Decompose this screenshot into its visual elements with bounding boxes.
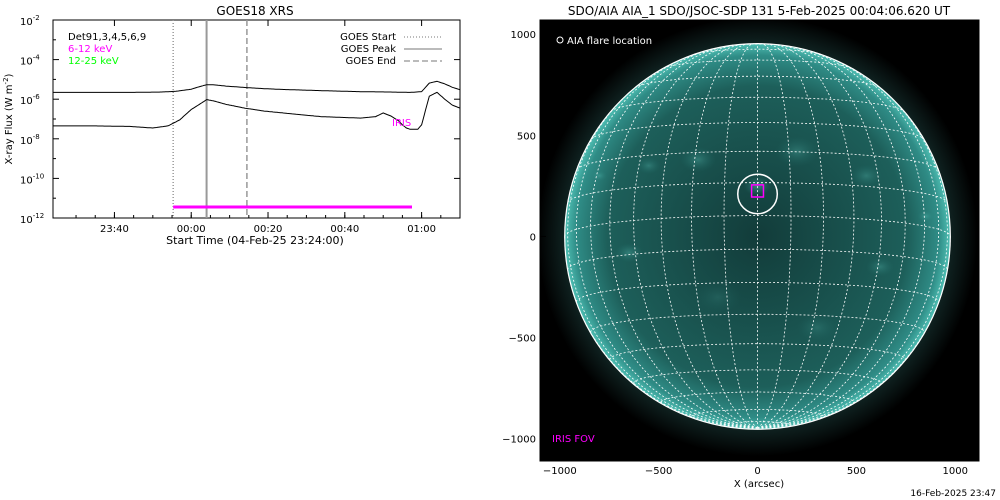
grid-line (757, 47, 925, 429)
disk-brightening (591, 170, 608, 182)
iris-fov-box (750, 184, 765, 198)
goes-y-axis: 10-2 10-4 10-6 10-8 10-10 10-12 (20, 14, 460, 226)
goes-y-label-main: X-ray Flux (W m (4, 84, 15, 164)
grid-line (660, 391, 855, 403)
goes-event-lines (172, 20, 248, 218)
aia-image (540, 20, 979, 461)
goes-y-tick-label: 10-4 (20, 54, 40, 68)
disk-brightening (636, 157, 661, 174)
aia-legend: AIA flare location IRIS FOV (552, 36, 652, 445)
goes-x-tick-label: 00:20 (254, 224, 283, 235)
flare-location-circle (736, 173, 779, 215)
grid-line (723, 43, 758, 429)
grid-line (590, 47, 758, 429)
generation-timestamp: 16-Feb-2025 23:47 (910, 489, 996, 499)
goes-legend-right-entry: GOES Start (340, 32, 396, 43)
goes-legend-right-entry: GOES End (346, 56, 396, 67)
goes-y-label-exp: -2 (2, 77, 10, 84)
grid-line (757, 45, 906, 429)
grid-line (757, 74, 948, 429)
grid-line (691, 408, 824, 417)
aia-x-tick-label: −1000 (543, 466, 577, 477)
goes-xrs-chart: GOES18 XRS IRIS 10-210-410-610-810-1010-… (2, 4, 461, 247)
goes-y-tick-label: 10-2 (20, 14, 40, 28)
aia-y-tick-label: 1000 (511, 30, 536, 41)
goes-flux-series (53, 80, 461, 130)
grid-line (609, 45, 758, 429)
aia-x-tick-label: 500 (847, 466, 866, 477)
goes-series-short (53, 91, 461, 130)
disk-brightening (743, 176, 772, 196)
grid-line (633, 44, 758, 429)
disk-brightening (797, 313, 837, 342)
aia-x-tick-label: 1000 (943, 466, 968, 477)
goes-x-tick-label: 00:40 (330, 224, 359, 235)
grid-line (567, 248, 948, 270)
flare-legend-label: AIA flare location (567, 36, 652, 47)
goes-x-tick-label: 23:40 (100, 224, 129, 235)
goes-series-long (53, 80, 461, 93)
disk-brightening (866, 257, 894, 277)
goes-x-tick-label: 01:00 (407, 224, 436, 235)
disk-brightening (680, 147, 716, 173)
disk-brightening (917, 210, 934, 222)
grid-line (634, 75, 881, 88)
aia-plot-frame (539, 19, 980, 462)
grid-line (757, 44, 882, 429)
disk-brightening (775, 136, 819, 167)
grid-line (691, 43, 758, 429)
goes-y-axis-label: X-ray Flux (W m-2) (2, 73, 15, 164)
goes-y-tick-label: 10-10 (20, 172, 44, 186)
grid-line (757, 43, 824, 429)
solar-limb (564, 43, 951, 430)
goes-chart-title: GOES18 XRS (216, 4, 293, 18)
goes-legend-right-entry: GOES Peak (341, 44, 396, 55)
goes-x-axis-label: Start Time (04-Feb-25 23:24:00) (166, 234, 344, 247)
heliographic-grid (564, 43, 951, 429)
aia-y-tick-label: 0 (530, 232, 536, 243)
disk-brightening (615, 242, 643, 263)
flare-legend-marker-icon (556, 36, 564, 44)
grid-line (660, 43, 758, 429)
aia-y-axis: 1000 500 0 −500 −1000 (502, 30, 546, 446)
goes-y-tick-label: 10-12 (20, 212, 44, 226)
iris-label: IRIS (392, 118, 411, 129)
aia-y-tick-label: −500 (509, 334, 536, 345)
goes-legend-left-entry: Det91,3,4,5,6,9 (68, 32, 146, 43)
goes-x-tick-label: 00:00 (177, 224, 206, 235)
grid-line (757, 43, 855, 429)
aia-x-tick-label: −500 (645, 466, 672, 477)
goes-legend-left-entry: 12-25 keV (68, 56, 119, 67)
goes-y-label-close: ) (4, 73, 15, 77)
grid-line (610, 96, 905, 112)
goes-y-tick-label: 10-6 (20, 93, 40, 107)
goes-y-tick-label: 10-8 (20, 133, 40, 147)
iris-fov-label: IRIS FOV (552, 434, 595, 445)
aia-y-tick-label: 500 (517, 131, 536, 142)
aia-x-axis: −1000 −500 0 500 1000 (543, 455, 968, 477)
svg-text:X-ray Flux (W m-2): X-ray Flux (W m-2) (2, 73, 15, 164)
solar-disk-features (591, 136, 934, 342)
aia-chart-title: SDO/AIA AIA_1 SDO/JSOC-SDP 131 5-Feb-202… (568, 4, 951, 18)
disk-brightening (850, 164, 883, 187)
goes-x-axis: 23:40 00:00 00:20 00:40 01:00 (75, 20, 461, 235)
goes-legend-left-entry: 6-12 keV (68, 44, 112, 55)
aia-x-tick-label: 0 (754, 466, 760, 477)
aia-y-tick-label: −1000 (502, 435, 536, 446)
aia-x-axis-label: X (arcsec) (734, 479, 784, 490)
disk-brightening (694, 280, 742, 314)
grid-line (567, 74, 758, 429)
solar-disk (564, 43, 951, 430)
